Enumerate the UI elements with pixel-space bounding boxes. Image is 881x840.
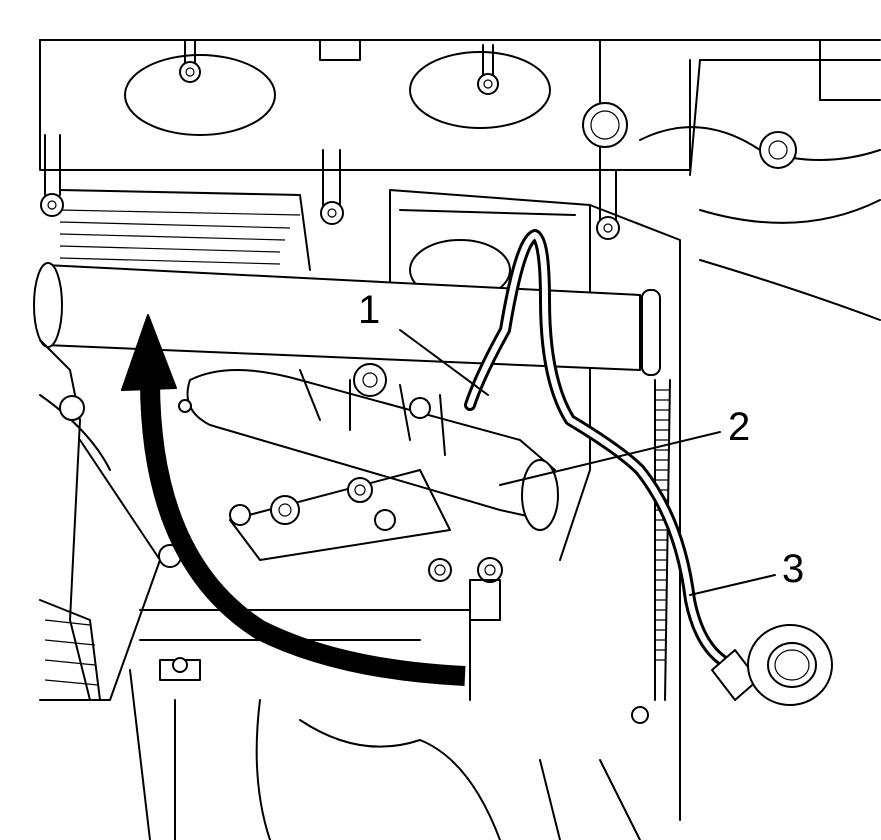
callout-2: 2 bbox=[728, 405, 750, 449]
leader-line-1 bbox=[399, 329, 489, 396]
left-bracket bbox=[39, 339, 182, 840]
leader-line-3 bbox=[689, 574, 776, 596]
bolt bbox=[40, 134, 64, 217]
callout-1: 1 bbox=[358, 288, 380, 332]
engine-housing-middle bbox=[389, 189, 681, 821]
callout-3: 3 bbox=[782, 547, 804, 591]
bolt bbox=[477, 44, 499, 95]
flywheel-teeth bbox=[654, 379, 671, 701]
bolt bbox=[179, 39, 201, 83]
oil-return-tube bbox=[464, 229, 833, 706]
engine-block-top bbox=[39, 39, 881, 321]
bolt-row bbox=[40, 39, 620, 240]
engine-block-lower bbox=[139, 609, 649, 840]
coolant-pipe bbox=[33, 262, 661, 376]
bolt bbox=[320, 149, 344, 225]
oil-filter-housing bbox=[178, 363, 559, 621]
leader-line-2 bbox=[499, 431, 721, 486]
engine-fins-left bbox=[59, 189, 311, 271]
rotation-arrow bbox=[121, 314, 466, 686]
bolt bbox=[596, 169, 620, 240]
callout-leaders bbox=[399, 329, 776, 596]
